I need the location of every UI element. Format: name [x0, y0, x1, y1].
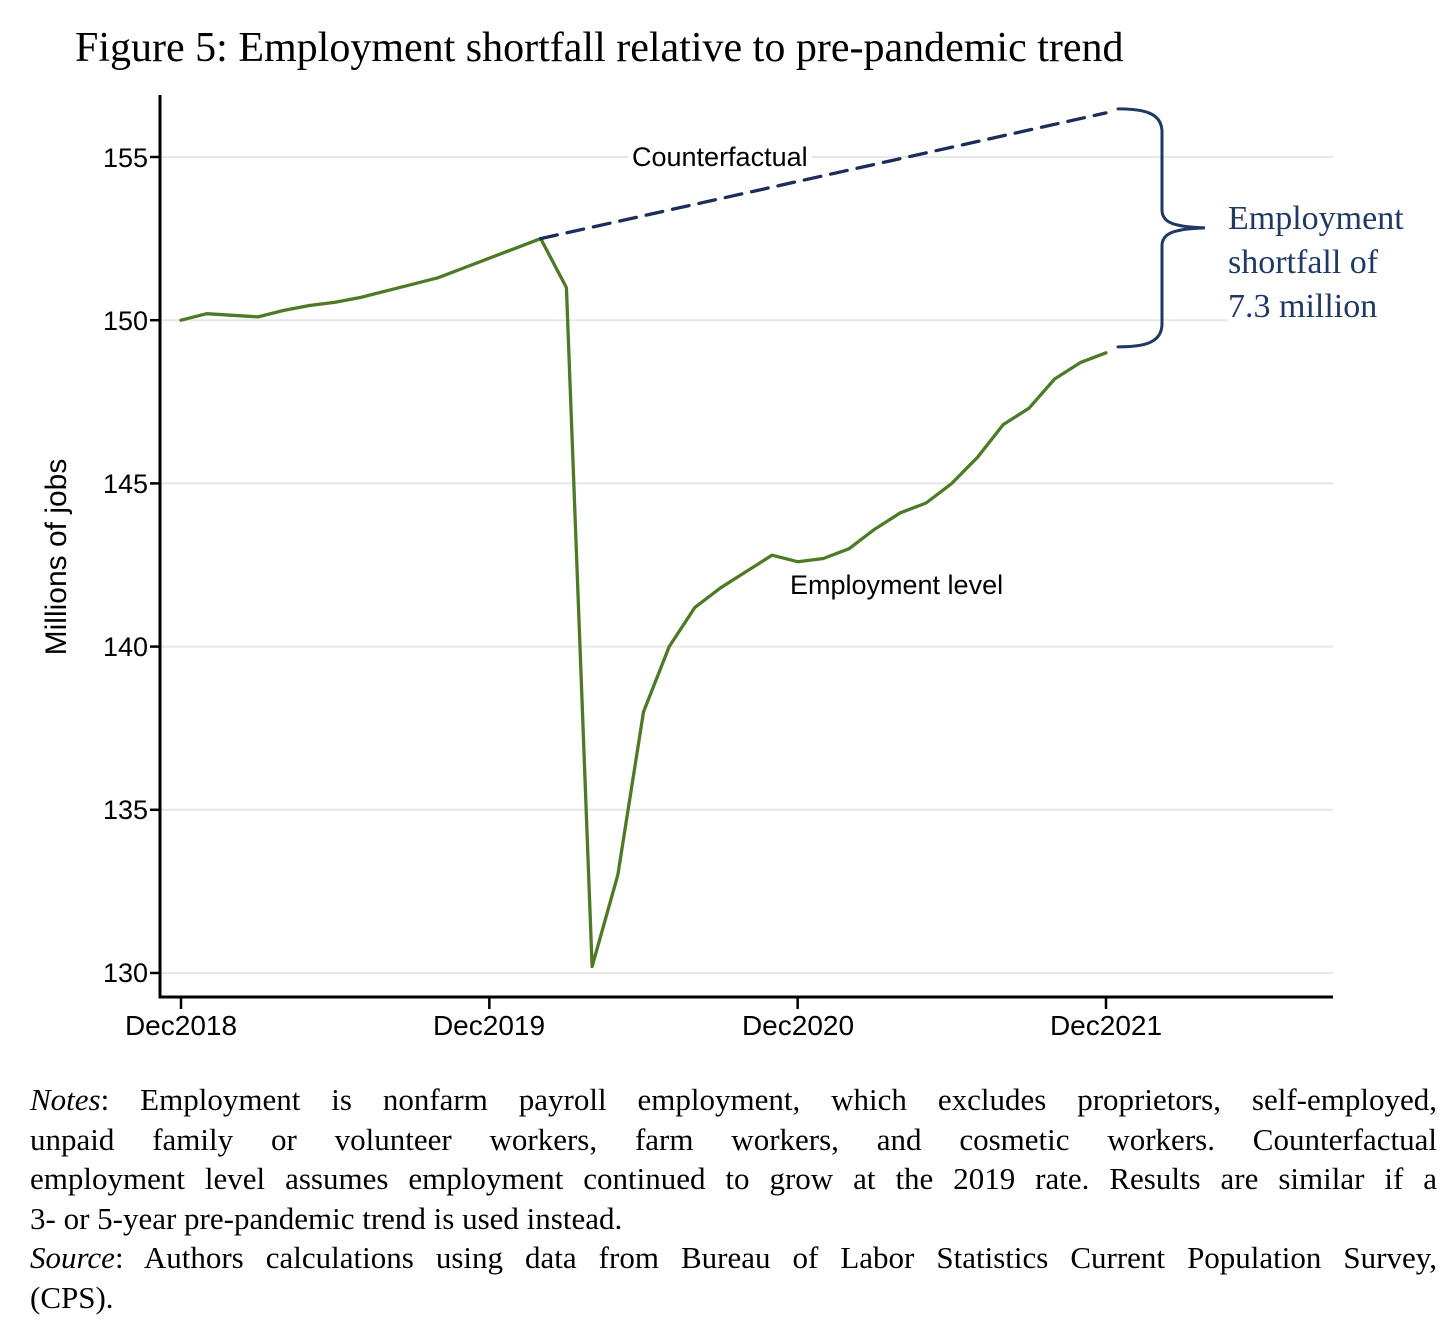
x-tick-label: Dec2021: [1049, 1010, 1163, 1041]
y-axis-title: Millions of jobs: [40, 458, 73, 656]
source-line: Source: Authors calculations using data …: [30, 1238, 1437, 1278]
shortfall-brace: [1116, 107, 1206, 349]
notes-text: : Employment is nonfarm payroll employme…: [100, 1082, 1437, 1117]
notes-line: employment level assumes employment cont…: [30, 1161, 1437, 1196]
y-tick-label: 130: [102, 958, 148, 988]
y-tick-label: 145: [102, 469, 148, 499]
shortfall-annotation: Employment shortfall of 7.3 million: [1228, 197, 1440, 329]
figure-title: Figure 5: Employment shortfall relative …: [75, 25, 1124, 71]
source-line: (CPS).: [30, 1279, 114, 1315]
notes-block: Notes: Employment is nonfarm payroll emp…: [30, 1080, 1437, 1317]
x-tick-label: Dec2020: [741, 1010, 855, 1041]
employment-level-line: [179, 236, 1108, 969]
source-text: : Authors calculations using data from B…: [114, 1240, 1437, 1275]
notes-line: 3- or 5-year pre-pandemic trend is used …: [30, 1200, 623, 1236]
counterfactual-line: [539, 111, 1108, 241]
y-tick-label: 135: [102, 795, 148, 825]
notes-label: Notes: [30, 1082, 101, 1117]
shortfall-annotation-line: Employment: [1228, 200, 1404, 237]
counterfactual-series-label: Counterfactual: [628, 142, 812, 173]
notes-line: unpaid family or volunteer workers, farm…: [30, 1121, 1437, 1157]
y-tick-label: 155: [102, 143, 148, 173]
shortfall-annotation-line: shortfall of: [1228, 244, 1379, 281]
y-tick-label: 150: [102, 306, 148, 336]
y-tick-label: 140: [102, 632, 148, 662]
employment-level-series-label: Employment level: [786, 570, 1008, 601]
shortfall-annotation-line: 7.3 million: [1228, 288, 1378, 325]
x-tick-label: Dec2019: [432, 1010, 546, 1041]
notes-line: Notes: Employment is nonfarm payroll emp…: [30, 1080, 1437, 1120]
x-tick-label: Dec2018: [124, 1010, 238, 1041]
source-label: Source: [30, 1240, 115, 1275]
